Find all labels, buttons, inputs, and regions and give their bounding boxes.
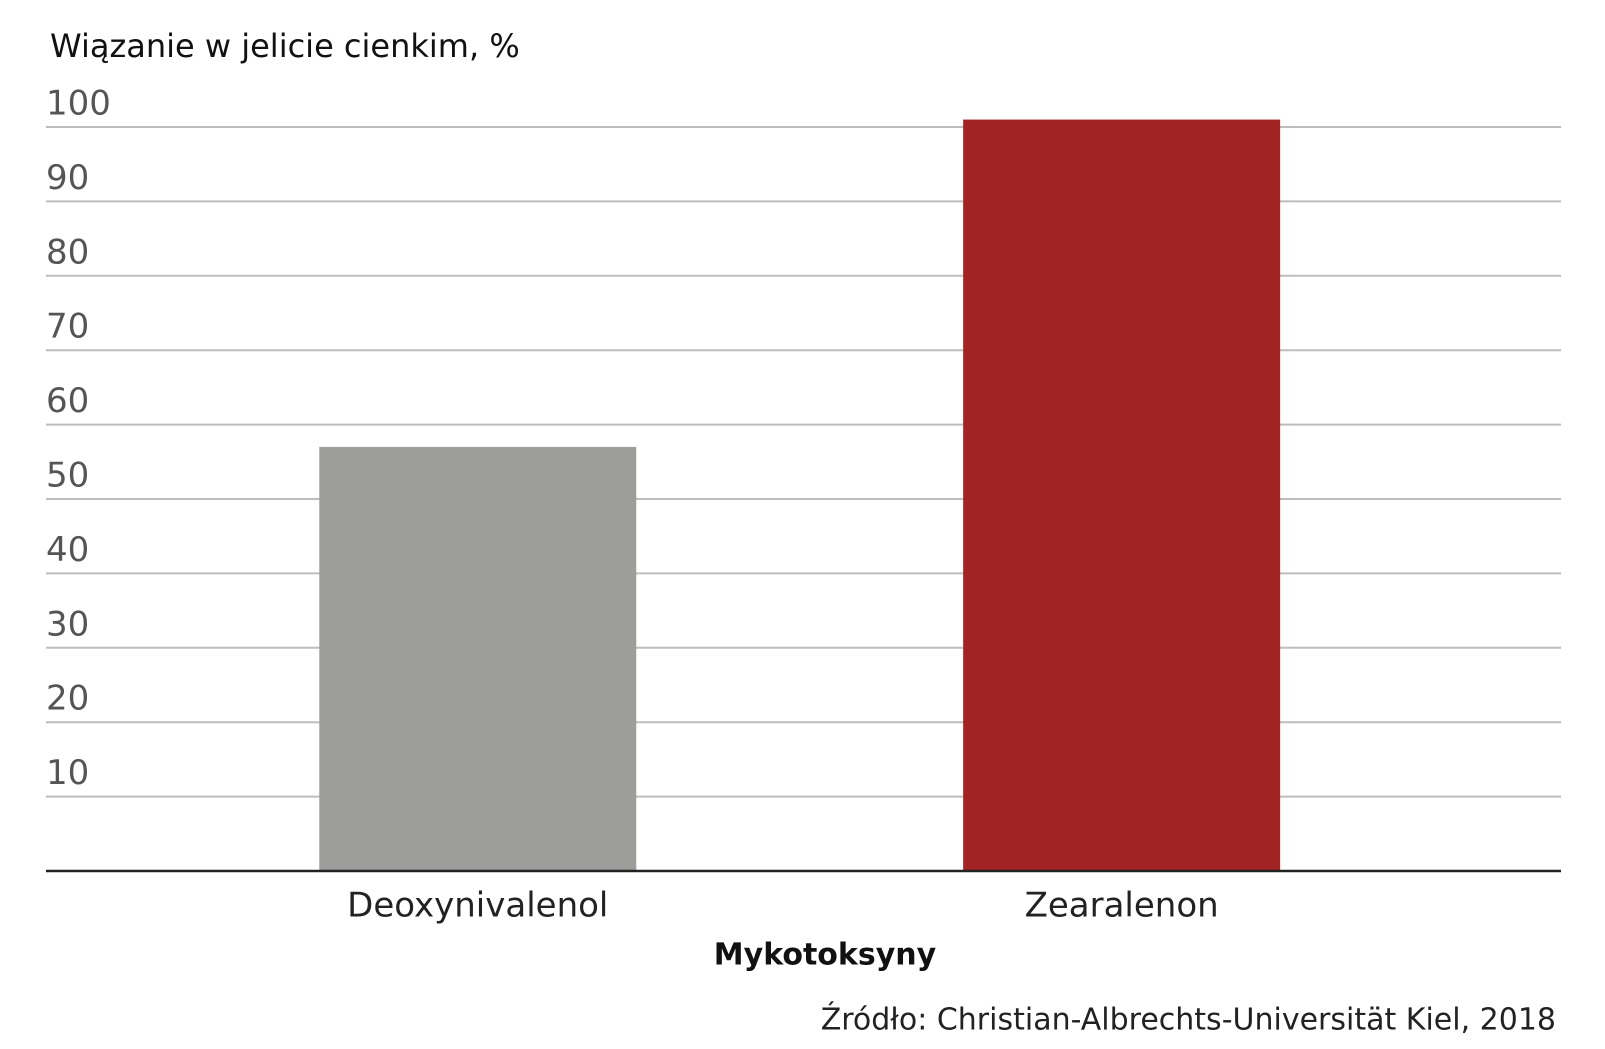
y-tick-label: 30 bbox=[46, 604, 89, 644]
y-tick-label: 40 bbox=[46, 530, 89, 570]
y-tick-label: 60 bbox=[46, 381, 89, 421]
bar bbox=[319, 446, 637, 871]
chart-title: Wiązanie w jelicie cienkim, % bbox=[50, 27, 520, 65]
y-tick-label: 80 bbox=[46, 232, 89, 272]
y-tick-label: 20 bbox=[46, 679, 89, 719]
y-tick-label: 50 bbox=[46, 456, 89, 496]
bar bbox=[963, 119, 1281, 871]
x-tick-label: Zearalenon bbox=[1025, 886, 1219, 926]
source-note: Źródło: Christian-Albrechts-Universität … bbox=[821, 1002, 1556, 1038]
x-axis-label: Mykotoksyny bbox=[714, 938, 937, 973]
y-tick-label: 10 bbox=[46, 753, 89, 793]
x-tick-label: Deoxynivalenol bbox=[347, 886, 608, 926]
y-tick-label: 90 bbox=[46, 158, 89, 198]
y-tick-label: 100 bbox=[46, 84, 111, 124]
y-tick-label: 70 bbox=[46, 307, 89, 347]
